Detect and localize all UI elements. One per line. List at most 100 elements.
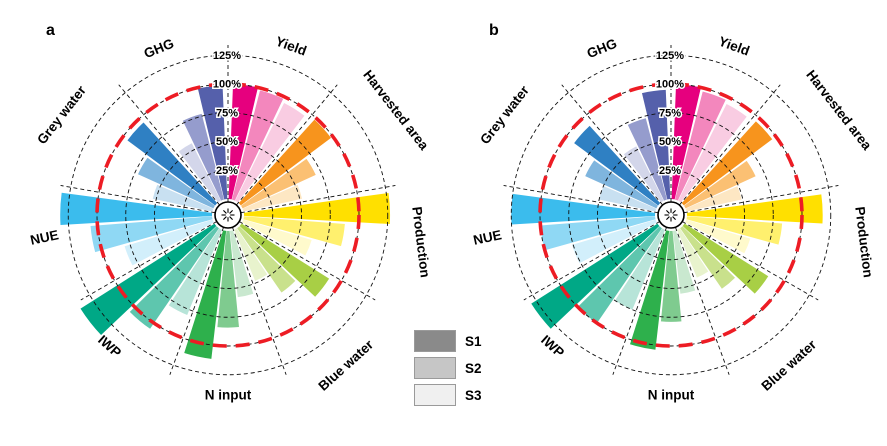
- axis-spoke: [236, 84, 338, 206]
- bar-production-s3: [242, 219, 312, 256]
- grid-ring-75: [568, 112, 774, 318]
- grid-ring-25: [182, 169, 274, 261]
- axis-spoke: [675, 227, 730, 375]
- category-label-iwp: IWP: [95, 332, 124, 360]
- bar-n-input-s2: [660, 230, 682, 322]
- category-label-nue: NUE: [472, 227, 503, 248]
- bar-harvested-area-s1: [681, 121, 773, 206]
- category-label-yield: Yield: [717, 34, 752, 59]
- ring-label-100: 100%: [213, 79, 241, 91]
- ring-label-25: 25%: [216, 165, 238, 177]
- legend-item-s1: S1: [414, 330, 482, 352]
- bar-ghg-s2: [182, 113, 224, 201]
- bar-production-s2: [686, 216, 783, 245]
- bar-yield-s3: [678, 104, 747, 203]
- bar-nue-s3: [572, 219, 657, 264]
- legend-label-s2: S2: [465, 360, 482, 376]
- bar-grey-water-s1: [574, 125, 661, 206]
- bar-production-s2: [243, 216, 345, 247]
- legend-item-s3: S3: [414, 384, 482, 406]
- category-label-n-input: N input: [205, 388, 252, 403]
- center-asterisk: [666, 216, 670, 220]
- reference-circle-100: [538, 82, 804, 348]
- bar-ghg-s1: [641, 89, 671, 200]
- panel-a: a 25% 50% 75% 100% 125% Yield Harvested area Pr…: [0, 0, 443, 446]
- category-label-blue-water: Blue water: [758, 336, 819, 393]
- axis-spoke: [60, 185, 216, 214]
- ring-label-75: 75%: [659, 107, 681, 119]
- category-label-iwp: IWP: [538, 332, 567, 360]
- legend-label-s1: S1: [465, 333, 482, 349]
- bar-blue-water-s2: [680, 226, 736, 289]
- axis-spoke: [679, 84, 781, 206]
- bar-ghg-s2: [627, 118, 667, 201]
- center-asterisk: [229, 210, 233, 214]
- legend-swatch-s3: [414, 384, 456, 406]
- legend-swatch-s1: [414, 330, 456, 352]
- ring-label-50: 50%: [216, 136, 238, 148]
- category-label-nue: NUE: [29, 227, 60, 248]
- grid-ring-125: [510, 54, 832, 376]
- bar-iwp-s3: [168, 228, 222, 315]
- bar-harvested-area-s2: [241, 158, 316, 209]
- center-asterisk: [223, 210, 227, 214]
- axis-spoke: [682, 221, 819, 301]
- bar-production-s1: [243, 193, 391, 225]
- ring-label-125: 125%: [656, 50, 684, 62]
- axis-spoke: [240, 185, 396, 214]
- category-label-grey-water: Grey water: [477, 82, 532, 147]
- category-label-ghg: GHG: [142, 36, 176, 61]
- category-label-ghg: GHG: [585, 36, 619, 61]
- bar-grey-water-s3: [152, 184, 214, 212]
- bar-n-input-s3: [229, 230, 254, 298]
- bar-grey-water-s1: [127, 122, 218, 206]
- bar-ghg-s1: [197, 85, 228, 200]
- axis-spoke: [169, 227, 224, 375]
- polar-chart-b: 25% 50% 75% 100% 125% Yield Harvested area Prod…: [471, 32, 877, 403]
- grid-ring-25: [625, 169, 717, 261]
- ring-label-75: 75%: [216, 107, 238, 119]
- axis-spoke: [612, 227, 667, 375]
- bar-production-s1: [686, 194, 823, 224]
- panel-a-label: a: [46, 22, 55, 39]
- bar-yield-s2: [231, 90, 284, 201]
- bar-iwp-s1: [531, 223, 660, 329]
- bar-harvested-area-s3: [685, 186, 742, 212]
- polar-chart-a: 25% 50% 75% 100% 125% Yield Harvested area Prod…: [28, 32, 434, 403]
- category-label-n-input: N input: [648, 388, 695, 403]
- grid-ring-75: [125, 112, 331, 318]
- category-label-production: Production: [852, 206, 876, 279]
- ring-label-100: 100%: [656, 79, 684, 91]
- legend-swatch-s2: [414, 357, 456, 379]
- legend: S1 S2 S3: [414, 330, 482, 411]
- bar-blue-water-s3: [677, 228, 709, 278]
- axis-spoke: [80, 221, 217, 301]
- bar-nue-s1: [511, 193, 656, 225]
- legend-item-s2: S2: [414, 357, 482, 379]
- ring-label-50: 50%: [659, 136, 681, 148]
- grid-ring-125: [67, 54, 389, 376]
- center-asterisk: [223, 216, 227, 220]
- bar-blue-water-s1: [239, 223, 330, 297]
- category-label-harvested-area: Harvested area: [803, 67, 875, 153]
- center-asterisk: [672, 216, 676, 220]
- ring-label-125: 125%: [213, 50, 241, 62]
- bar-ghg-s3: [178, 143, 221, 203]
- bar-nue-s3: [124, 219, 214, 266]
- bar-n-input-s2: [217, 230, 239, 328]
- bar-n-input-s3: [672, 230, 696, 294]
- bar-ghg-s3: [623, 146, 664, 203]
- bar-n-input-s1: [630, 230, 670, 350]
- reference-circle-100: [95, 82, 361, 348]
- center-asterisk: [229, 216, 233, 220]
- category-label-production: Production: [409, 206, 433, 279]
- bar-iwp-s1: [80, 223, 217, 336]
- axis-spoke: [503, 185, 659, 214]
- bar-harvested-area-s3: [242, 184, 303, 212]
- bar-harvested-area-s2: [684, 160, 756, 209]
- bar-blue-water-s2: [237, 226, 296, 293]
- panel-b: b 25% 50% 75% 100% 125% Yield Harvested area Pr…: [443, 0, 886, 446]
- center-circle: [657, 201, 685, 229]
- legend-label-s3: S3: [465, 387, 482, 403]
- axis-spoke: [232, 227, 287, 375]
